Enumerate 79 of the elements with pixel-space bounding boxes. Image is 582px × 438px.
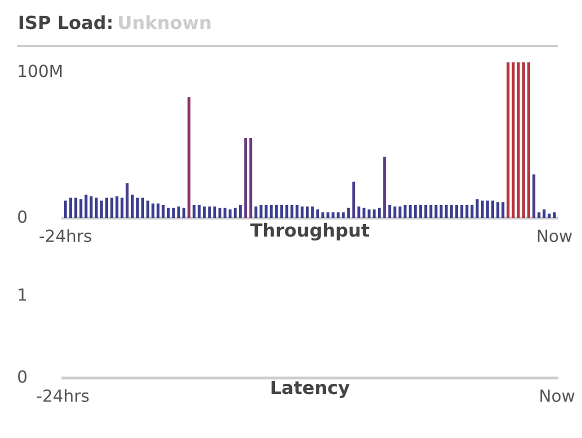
x-tick-label: -24hrs (40, 229, 92, 242)
bar (79, 199, 82, 218)
bar (202, 206, 206, 218)
bar (414, 205, 417, 218)
bar (440, 205, 443, 218)
x-tick-label: -24hrs (37, 389, 89, 402)
y-tick-label: 100M (18, 64, 62, 78)
bar (296, 205, 298, 218)
bar (105, 198, 108, 218)
bar (141, 198, 144, 218)
y-tick-label: 0 (18, 210, 27, 223)
bar (455, 205, 458, 218)
x-tick-label: Now (538, 230, 572, 242)
bar (347, 208, 350, 218)
bar (516, 62, 520, 218)
bar (177, 206, 180, 218)
bar (404, 205, 407, 218)
bar (115, 196, 118, 218)
x-tick-label: Now (540, 390, 574, 402)
bar (419, 205, 422, 218)
bar (378, 208, 381, 218)
x-axis-title: Throughput (250, 222, 370, 241)
bar (393, 206, 396, 218)
bar (326, 212, 330, 218)
bar (264, 205, 268, 218)
bar (192, 205, 196, 218)
bar (465, 205, 468, 218)
bar (368, 209, 371, 218)
bar (429, 205, 432, 218)
bar (244, 138, 247, 218)
bar (239, 205, 242, 218)
bar (260, 205, 262, 218)
bar (470, 205, 474, 218)
bar (332, 212, 334, 218)
bar (352, 182, 356, 218)
bar (64, 200, 67, 218)
bar (486, 200, 489, 218)
bar (224, 208, 226, 218)
bar (69, 198, 72, 218)
y-tick-label: 1 (18, 288, 26, 301)
bar (152, 204, 154, 218)
bar (172, 208, 175, 218)
chart-title: ISP Load: (20, 15, 112, 30)
x-axis-title: Latency (272, 380, 350, 398)
bar (275, 205, 278, 218)
bar (90, 196, 93, 218)
bar (362, 208, 366, 218)
bar (480, 200, 484, 218)
bar (434, 205, 438, 218)
bar (84, 194, 88, 218)
bar (311, 206, 314, 218)
bar (254, 206, 258, 218)
bar (316, 209, 320, 218)
bar (522, 62, 525, 218)
bar (491, 200, 494, 218)
bar (100, 200, 103, 218)
bar (166, 208, 170, 218)
bar (120, 198, 124, 218)
bar (280, 205, 284, 218)
bar (306, 206, 309, 218)
bar (218, 208, 222, 218)
bar (130, 194, 134, 218)
y-tick-label: 0 (18, 370, 27, 383)
bar (208, 206, 211, 218)
bar (188, 97, 190, 218)
bar (136, 198, 139, 218)
bar (342, 212, 345, 218)
bar (156, 204, 160, 218)
bar (506, 62, 510, 218)
bar (383, 156, 386, 218)
bar (542, 209, 546, 218)
bar (502, 202, 504, 218)
bar (552, 212, 556, 218)
bar (398, 206, 402, 218)
bar (538, 212, 540, 218)
bar (527, 62, 530, 218)
bar (290, 205, 294, 218)
bar (450, 205, 453, 218)
bar (228, 209, 232, 218)
